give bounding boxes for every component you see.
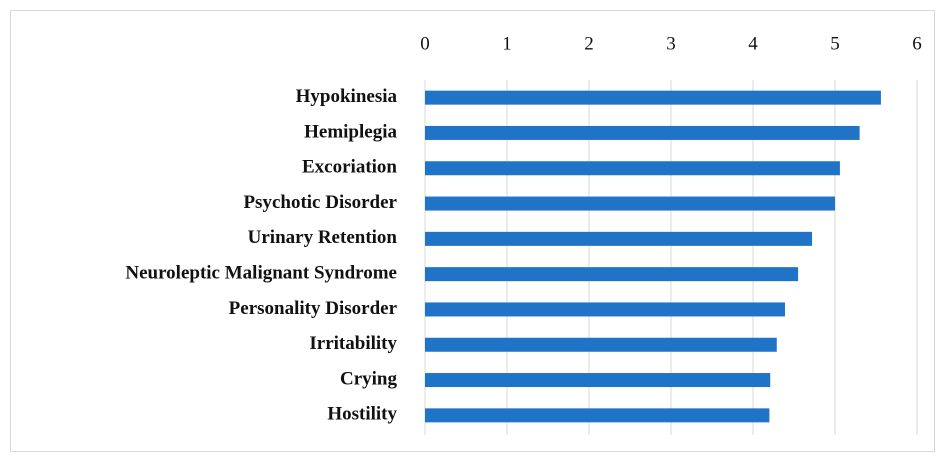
x-tick-label: 2	[584, 33, 594, 54]
y-tick-label: Hemiplegia	[304, 121, 397, 142]
x-tick-label: 5	[830, 33, 840, 54]
y-tick-label: Urinary Retention	[248, 227, 398, 248]
bar	[425, 90, 881, 105]
bar	[425, 302, 785, 317]
bar	[425, 125, 860, 140]
x-tick-label: 1	[502, 33, 512, 54]
y-tick-label: Irritability	[309, 333, 397, 354]
bar	[425, 373, 771, 388]
y-tick-label: Neuroleptic Malignant Syndrome	[125, 263, 397, 284]
y-tick-label: Hypokinesia	[296, 86, 398, 107]
y-tick-label: Excoriation	[302, 157, 397, 178]
y-tick-label: Hostility	[327, 404, 397, 425]
x-tick-label: 3	[666, 33, 676, 54]
x-tick-label: 6	[912, 33, 922, 54]
bar	[425, 231, 813, 246]
bar	[425, 196, 835, 211]
bar	[425, 337, 777, 352]
y-tick-label: Psychotic Disorder	[243, 192, 397, 213]
y-tick-label: Personality Disorder	[229, 298, 398, 319]
x-tick-label: 0	[420, 33, 430, 54]
bar	[425, 161, 840, 176]
y-tick-label: Crying	[340, 368, 398, 389]
bar	[425, 408, 770, 423]
bar	[425, 267, 799, 282]
x-tick-label: 4	[748, 33, 758, 54]
